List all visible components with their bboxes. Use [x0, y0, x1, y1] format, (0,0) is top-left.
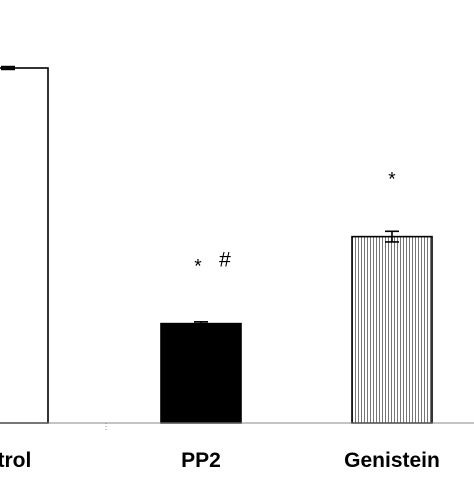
error-bar — [194, 321, 208, 327]
error-bar — [385, 230, 399, 243]
hash-annotation: # — [219, 249, 231, 272]
category-label: PP2 — [181, 449, 221, 472]
error-bar — [1, 65, 15, 71]
category-label: Genistein — [344, 449, 440, 472]
bar-pp2 — [160, 322, 242, 424]
asterisk-annotation: * — [194, 257, 202, 278]
asterisk-annotation: * — [388, 170, 396, 191]
category-label: ntrol — [0, 449, 31, 472]
labels-layer: ntrol PP2 * # Genistein * — [0, 170, 440, 472]
bar-genistein — [351, 235, 433, 424]
bar-ntrol — [0, 67, 49, 424]
bars-layer — [0, 65, 433, 424]
